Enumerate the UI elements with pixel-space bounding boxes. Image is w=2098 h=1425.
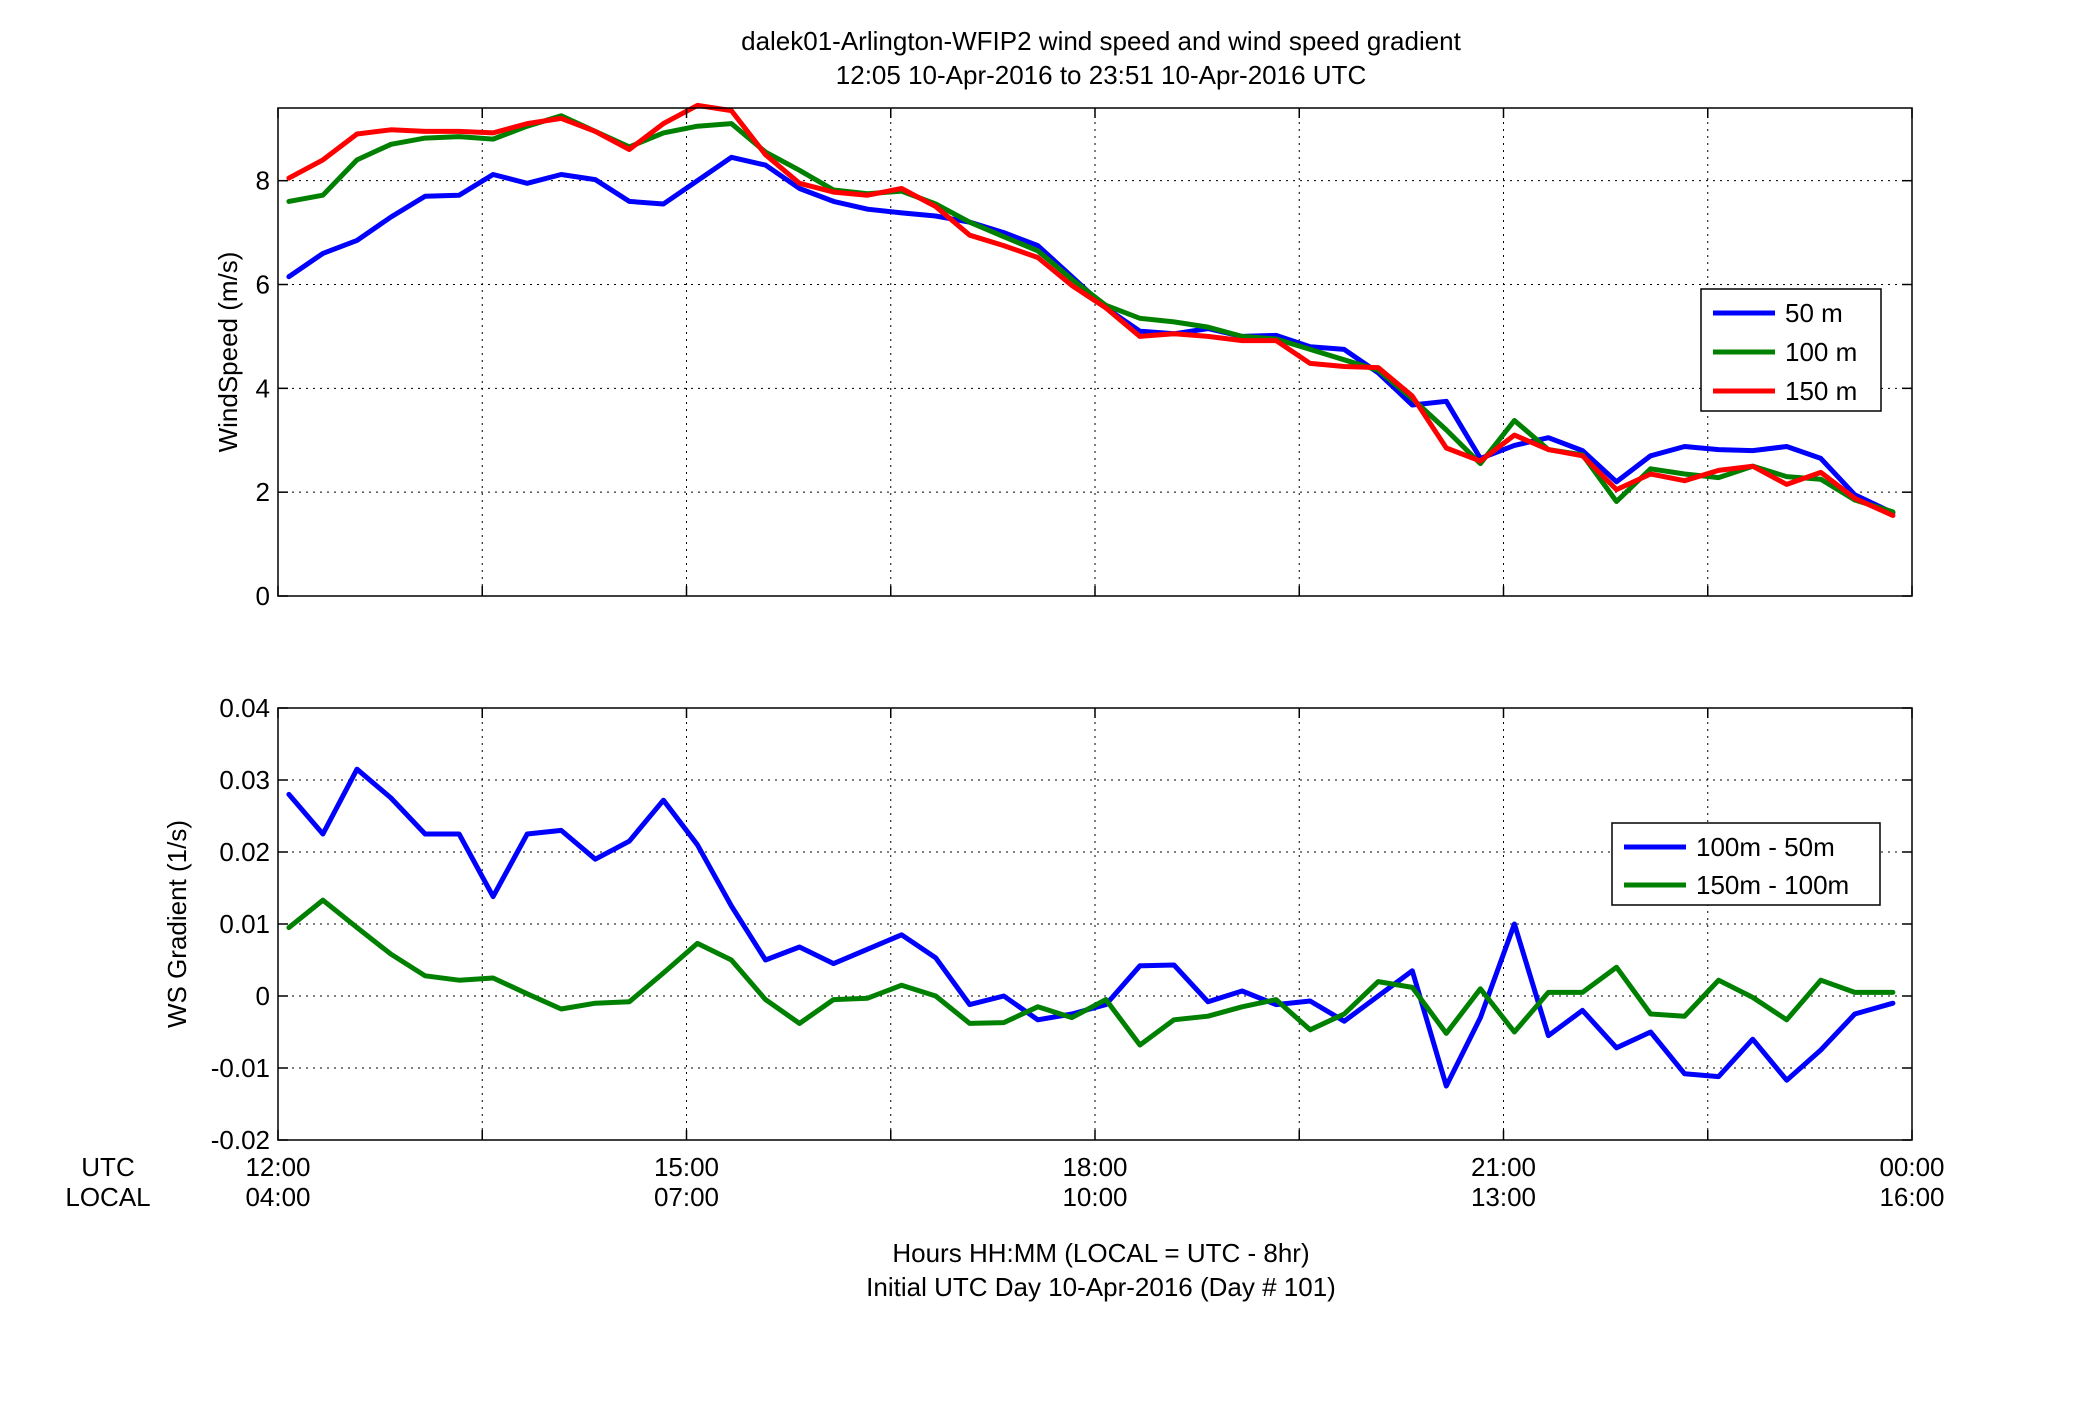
x-tick-label-utc: 21:00	[1471, 1152, 1536, 1182]
y-tick-label: 4	[256, 373, 270, 403]
gradient-grid	[278, 708, 1912, 1140]
utc-row-label: UTC	[81, 1152, 134, 1182]
x-tick-label-local: 10:00	[1062, 1182, 1127, 1212]
y-tick-label: 0.03	[219, 765, 270, 795]
y-tick-label: 2	[256, 477, 270, 507]
legend-label: 100 m	[1785, 337, 1857, 367]
gradient-ylabel: WS Gradient (1/s)	[162, 820, 192, 1028]
x-tick-label-local: 07:00	[654, 1182, 719, 1212]
x-tick-label-utc: 18:00	[1062, 1152, 1127, 1182]
xlabel-line1: Hours HH:MM (LOCAL = UTC - 8hr)	[892, 1238, 1309, 1268]
wind-speed-y-ticks: 0 2 4 6 8	[256, 108, 1913, 611]
wind-speed-series	[286, 102, 1896, 518]
x-tick-label-local: 04:00	[245, 1182, 310, 1212]
y-tick-label: -0.01	[211, 1053, 270, 1083]
wind-speed-legend: 50 m 100 m 150 m	[1700, 288, 1882, 412]
y-tick-label: 6	[256, 270, 270, 300]
y-tick-label: 8	[256, 166, 270, 196]
local-row-label: LOCAL	[65, 1182, 150, 1212]
y-tick-label: 0.01	[219, 909, 270, 939]
x-tick-label-local: 13:00	[1471, 1182, 1536, 1212]
y-tick-label: 0	[256, 581, 270, 611]
y-tick-label: 0.02	[219, 837, 270, 867]
x-tick-label-utc: 15:00	[654, 1152, 719, 1182]
legend-label: 150m - 100m	[1696, 870, 1849, 900]
series-line-150-m	[286, 102, 1896, 518]
y-tick-label: 0	[256, 981, 270, 1011]
series-line-150m-100m	[286, 897, 1896, 1048]
x-tick-label-utc: 00:00	[1879, 1152, 1944, 1182]
gradient-y-ticks: -0.02 -0.01 0 0.01 0.02 0.03 0.04	[211, 693, 1913, 1155]
gradient-series	[286, 766, 1896, 1089]
legend-label: 100m - 50m	[1696, 832, 1835, 862]
gradient-panel: -0.02 -0.01 0 0.01 0.02 0.03 0.04 WS Gradient …	[162, 693, 1913, 1155]
x-tick-label-local: 16:00	[1879, 1182, 1944, 1212]
y-tick-label: -0.02	[211, 1125, 270, 1155]
legend-label: 150 m	[1785, 376, 1857, 406]
wind-speed-ylabel: WindSpeed (m/s)	[213, 252, 243, 453]
y-tick-label: 0.04	[219, 693, 270, 723]
wind-speed-grid	[278, 108, 1912, 596]
legend-box	[1611, 822, 1881, 906]
figure-title-line2: 12:05 10-Apr-2016 to 23:51 10-Apr-2016 U…	[836, 60, 1366, 90]
figure-title-line1: dalek01-Arlington-WFIP2 wind speed and w…	[741, 26, 1462, 56]
legend-label: 50 m	[1785, 298, 1843, 328]
gradient-legend: 100m - 50m 150m - 100m	[1611, 822, 1881, 906]
x-tick-label-utc: 12:00	[245, 1152, 310, 1182]
wind-speed-panel: 0 2 4 6 8 WindSpeed (m/s) 50 m 100 m 150 m	[213, 102, 1913, 611]
xlabel-line2: Initial UTC Day 10-Apr-2016 (Day # 101)	[866, 1272, 1336, 1302]
